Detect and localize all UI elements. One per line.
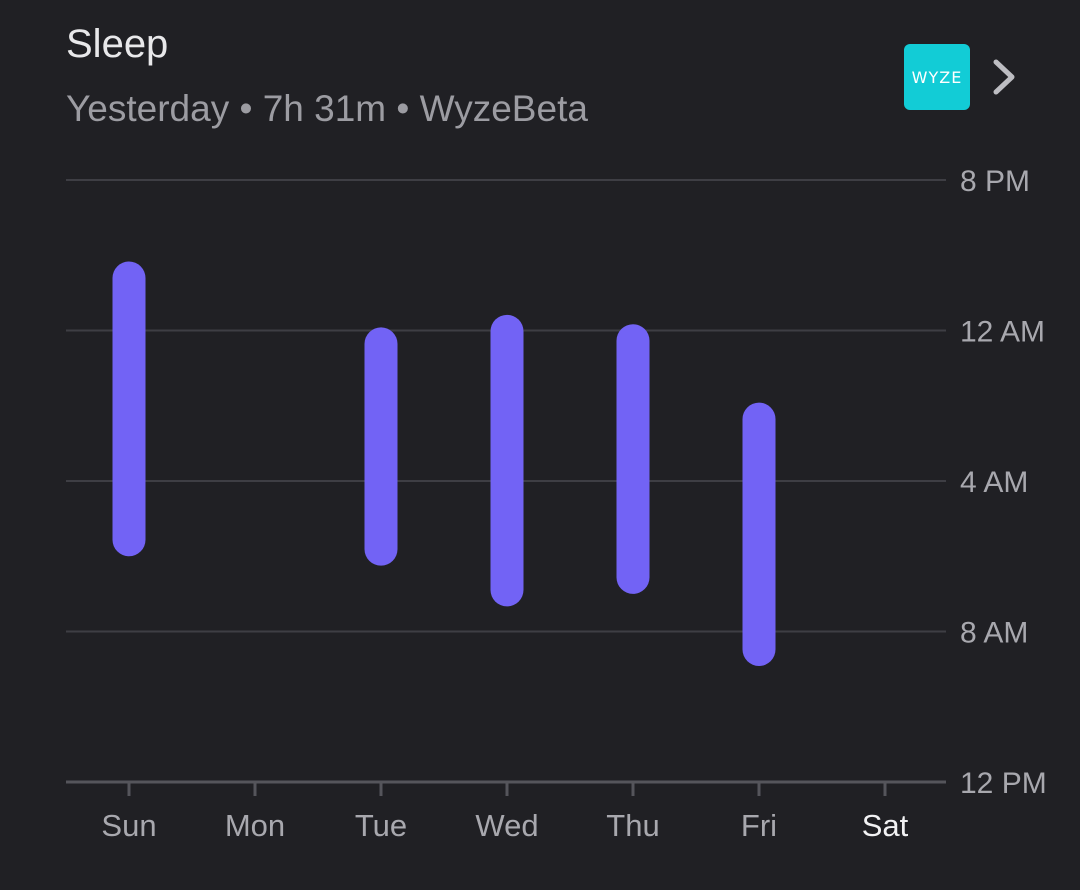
y-tick-label: 12 PM [960,767,1047,800]
x-tick-label-fri[interactable]: Fri [741,808,777,843]
sleep-summary: Yesterday • 7h 31m • WyzeBeta [66,88,588,129]
x-tick-label-mon[interactable]: Mon [225,808,285,843]
wyze-app-badge[interactable]: WYZE [904,44,970,110]
y-tick-label: 12 AM [960,316,1045,349]
chevron-right-icon[interactable] [984,52,1024,102]
y-tick-label: 8 AM [960,617,1028,650]
y-tick-label: 4 AM [960,466,1028,499]
sleep-bar-fri[interactable] [742,402,776,666]
x-tick-label-wed[interactable]: Wed [475,808,538,843]
x-tick-label-sun[interactable]: Sun [101,808,156,843]
x-tick-label-thu[interactable]: Thu [606,808,659,843]
x-tick-label-tue[interactable]: Tue [355,808,407,843]
sleep-bar-thu[interactable] [616,324,650,594]
y-tick-label: 8 PM [960,165,1030,198]
x-tick-label-sat[interactable]: Sat [862,808,909,843]
sleep-bar-tue[interactable] [364,327,398,566]
sleep-bar-sun[interactable] [112,261,146,557]
card-title: Sleep [66,22,169,66]
wyze-logo-text: WYZE [911,67,963,87]
sleep-bar-wed[interactable] [490,314,524,607]
